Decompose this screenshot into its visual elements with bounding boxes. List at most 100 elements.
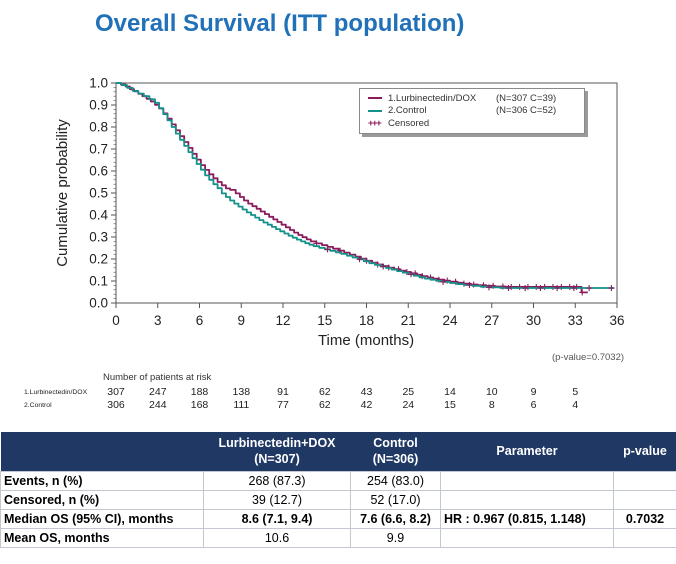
table-cell: 39 (12.7) bbox=[203, 489, 351, 510]
y-tick-label: 0.4 bbox=[89, 208, 108, 223]
at-risk-count: 9 bbox=[530, 386, 537, 398]
table-row: Events, n (%) 268 (87.3) 254 (83.0) bbox=[0, 470, 676, 491]
at-risk-count: 43 bbox=[360, 386, 373, 398]
km-curve-lurbinectedin bbox=[116, 82, 588, 294]
x-tick-label: 3 bbox=[154, 313, 162, 328]
header-parameter: Parameter bbox=[440, 432, 614, 471]
y-tick-label: 0.2 bbox=[89, 252, 108, 267]
x-tick-label: 27 bbox=[484, 313, 499, 328]
at-risk-count: 5 bbox=[572, 386, 579, 398]
at-risk-count: 188 bbox=[190, 386, 209, 398]
x-tick-label: 9 bbox=[237, 313, 245, 328]
x-tick-label: 15 bbox=[317, 313, 332, 328]
at-risk-title: Number of patients at risk bbox=[103, 372, 212, 383]
y-tick-label: 0.6 bbox=[89, 164, 108, 179]
at-risk-row-label: 1.Lurbinectedin/DOX bbox=[24, 389, 88, 396]
table-cell: HR : 0.967 (0.815, 1.148) bbox=[440, 508, 614, 529]
at-risk-count: 42 bbox=[360, 399, 373, 411]
row-label-cell: Censored, n (%) bbox=[0, 489, 204, 510]
table-cell bbox=[613, 527, 676, 548]
table-cell bbox=[440, 527, 614, 548]
at-risk-count: 168 bbox=[190, 399, 209, 411]
at-risk-count: 244 bbox=[149, 399, 167, 411]
y-tick-label: 0.7 bbox=[89, 142, 108, 157]
row-label-cell: Mean OS, months bbox=[0, 527, 204, 548]
table-cell bbox=[440, 489, 614, 510]
legend-series-label: 2.Control bbox=[388, 105, 427, 117]
pvalue-annotation: (p-value=0.7032) bbox=[551, 352, 625, 363]
table-cell: 10.6 bbox=[203, 527, 351, 548]
at-risk-count: 77 bbox=[277, 399, 289, 411]
at-risk-count: 62 bbox=[318, 399, 331, 411]
x-tick-label: 21 bbox=[401, 313, 416, 328]
at-risk-count: 247 bbox=[149, 386, 167, 398]
y-tick-label: 0.3 bbox=[89, 230, 108, 245]
at-risk-row-label: 2.Control bbox=[24, 402, 52, 409]
y-tick-label: 1.0 bbox=[89, 76, 108, 91]
header-lurbinectedin: Lurbinectedin+DOX (N=307) bbox=[203, 432, 351, 471]
page-title: Overall Survival (ITT population) bbox=[95, 10, 465, 37]
table-cell: 268 (87.3) bbox=[203, 470, 351, 491]
legend-series-label: 1.Lurbinectedin/DOX bbox=[388, 92, 477, 104]
at-risk-count: 111 bbox=[233, 399, 250, 411]
y-tick-label: 0.8 bbox=[89, 120, 108, 135]
table-row: Median OS (95% CI), months 8.6 (7.1, 9.4)… bbox=[0, 508, 676, 529]
control-line-swatch bbox=[368, 109, 382, 112]
at-risk-count: 62 bbox=[318, 386, 331, 398]
y-tick-label: 0.9 bbox=[89, 98, 108, 113]
km-survival-chart: 0.00.10.20.30.40.50.60.70.80.91.00 3 6 9 12 1… bbox=[54, 76, 625, 350]
row-label-cell: Events, n (%) bbox=[0, 470, 204, 491]
table-cell: 52 (17.0) bbox=[350, 489, 441, 510]
x-tick-label: 0 bbox=[112, 313, 120, 328]
at-risk-count: 4 bbox=[572, 399, 579, 411]
row-label-cell: Median OS (95% CI), months bbox=[0, 508, 204, 529]
plot-dynamic-layer: 0.00.10.20.30.40.50.60.70.80.91.00 3 6 9 12 1… bbox=[89, 76, 624, 329]
table-cell: 8.6 (7.1, 9.4) bbox=[203, 508, 351, 529]
table-cell bbox=[440, 470, 614, 491]
y-tick-label: 0.1 bbox=[89, 274, 108, 289]
x-tick-label: 30 bbox=[526, 313, 541, 328]
at-risk-count: 15 bbox=[444, 399, 456, 411]
table-cell: 9.9 bbox=[350, 527, 441, 548]
y-tick-label: 0.0 bbox=[89, 296, 108, 311]
at-risk-count: 307 bbox=[107, 386, 125, 398]
x-tick-label: 24 bbox=[442, 313, 458, 328]
at-risk-count: 25 bbox=[402, 386, 415, 398]
table-cell: 254 (83.0) bbox=[350, 470, 441, 491]
at-risk-count: 306 bbox=[107, 399, 125, 411]
table-row: Mean OS, months 10.6 9.9 bbox=[0, 527, 676, 548]
at-risk-count: 24 bbox=[402, 399, 415, 411]
at-risk-count: 10 bbox=[485, 386, 498, 398]
legend-item-control: 2.Control (N=306 C=52) bbox=[368, 105, 580, 118]
at-risk-count: 138 bbox=[232, 386, 251, 398]
at-risk-count: 14 bbox=[444, 386, 456, 398]
table-header-row: Lurbinectedin+DOX (N=307) Control (N=306) … bbox=[0, 432, 676, 471]
at-risk-count: 8 bbox=[488, 399, 495, 411]
legend-series-counts: (N=306 C=52) bbox=[496, 105, 557, 117]
header-pvalue: p-value bbox=[613, 432, 676, 471]
x-tick-label: 33 bbox=[568, 313, 583, 328]
legend-series-counts: (N=307 C=39) bbox=[496, 92, 557, 104]
at-risk-count: 91 bbox=[277, 386, 289, 398]
lurbinectedin-line-swatch bbox=[368, 97, 382, 100]
chart-legend: 1.Lurbinectedin/DOX (N=307 C=39) 2.Contr… bbox=[359, 88, 585, 134]
x-axis-label: Time (months) bbox=[318, 332, 414, 349]
x-tick-label: 18 bbox=[359, 313, 374, 328]
header-control: Control (N=306) bbox=[350, 432, 441, 471]
x-tick-label: 12 bbox=[275, 313, 290, 328]
table-cell: 0.7032 bbox=[613, 508, 676, 529]
km-curve-control bbox=[116, 82, 615, 289]
table-cell bbox=[613, 470, 676, 491]
y-tick-label: 0.5 bbox=[89, 186, 108, 201]
legend-item-lurbinectedin: 1.Lurbinectedin/DOX (N=307 C=39) bbox=[368, 92, 580, 105]
legend-censored-label: Censored bbox=[388, 117, 430, 129]
x-tick-label: 36 bbox=[609, 313, 624, 328]
x-tick-label: 6 bbox=[196, 313, 204, 328]
at-risk-count: 6 bbox=[530, 399, 537, 411]
table-row: Censored, n (%) 39 (12.7) 52 (17.0) bbox=[0, 489, 676, 510]
table-cell: 7.6 (6.6, 8.2) bbox=[350, 508, 441, 529]
censored-plus-icon: +++ bbox=[368, 117, 382, 129]
y-axis-label: Cumulative probability bbox=[54, 119, 71, 267]
os-results-table: Lurbinectedin+DOX (N=307) Control (N=306) … bbox=[0, 432, 676, 548]
